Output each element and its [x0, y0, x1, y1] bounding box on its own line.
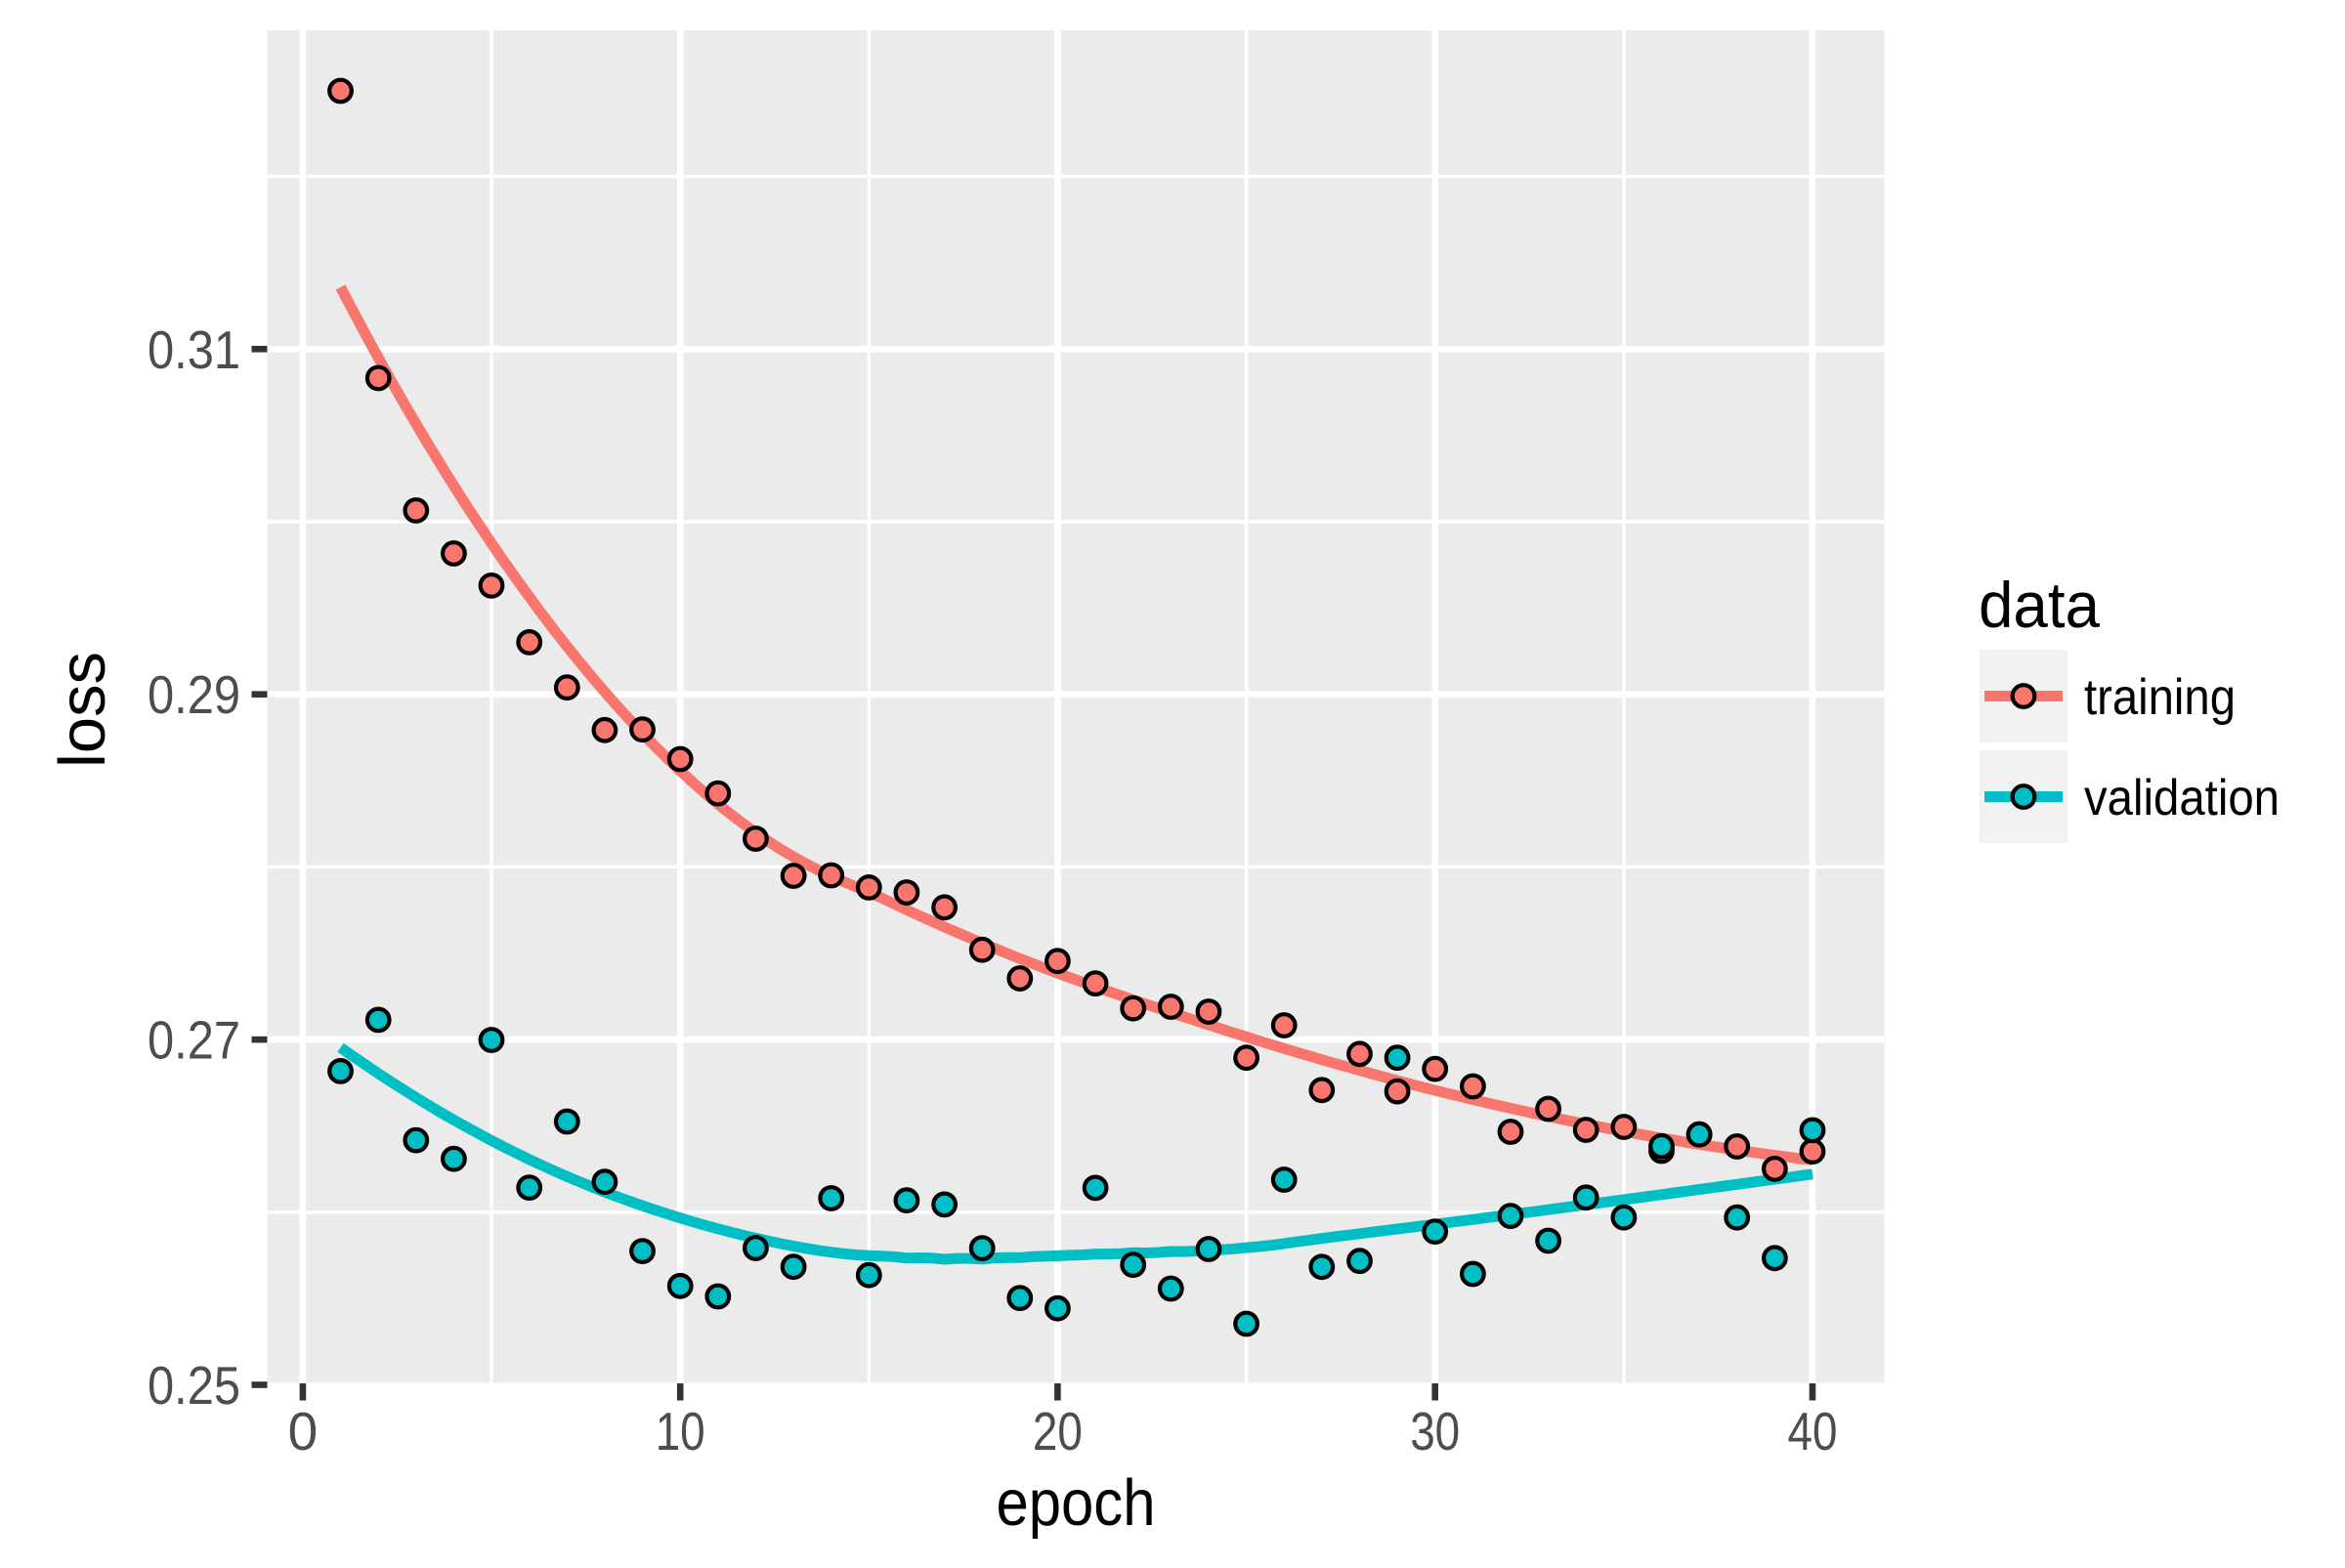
svg-text:training: training [2084, 669, 2236, 726]
svg-text:0.27: 0.27 [148, 1010, 240, 1071]
svg-text:epoch: epoch [997, 1466, 1156, 1540]
svg-text:40: 40 [1788, 1401, 1838, 1462]
svg-text:30: 30 [1410, 1401, 1460, 1462]
svg-text:10: 10 [656, 1401, 705, 1462]
svg-text:loss: loss [46, 652, 119, 768]
svg-text:20: 20 [1033, 1401, 1083, 1462]
svg-text:0.31: 0.31 [148, 319, 240, 380]
svg-text:0: 0 [288, 1401, 319, 1462]
svg-text:validation: validation [2084, 770, 2280, 826]
svg-text:0.25: 0.25 [148, 1355, 240, 1416]
svg-text:0.29: 0.29 [148, 664, 240, 725]
svg-text:data: data [1979, 569, 2100, 641]
